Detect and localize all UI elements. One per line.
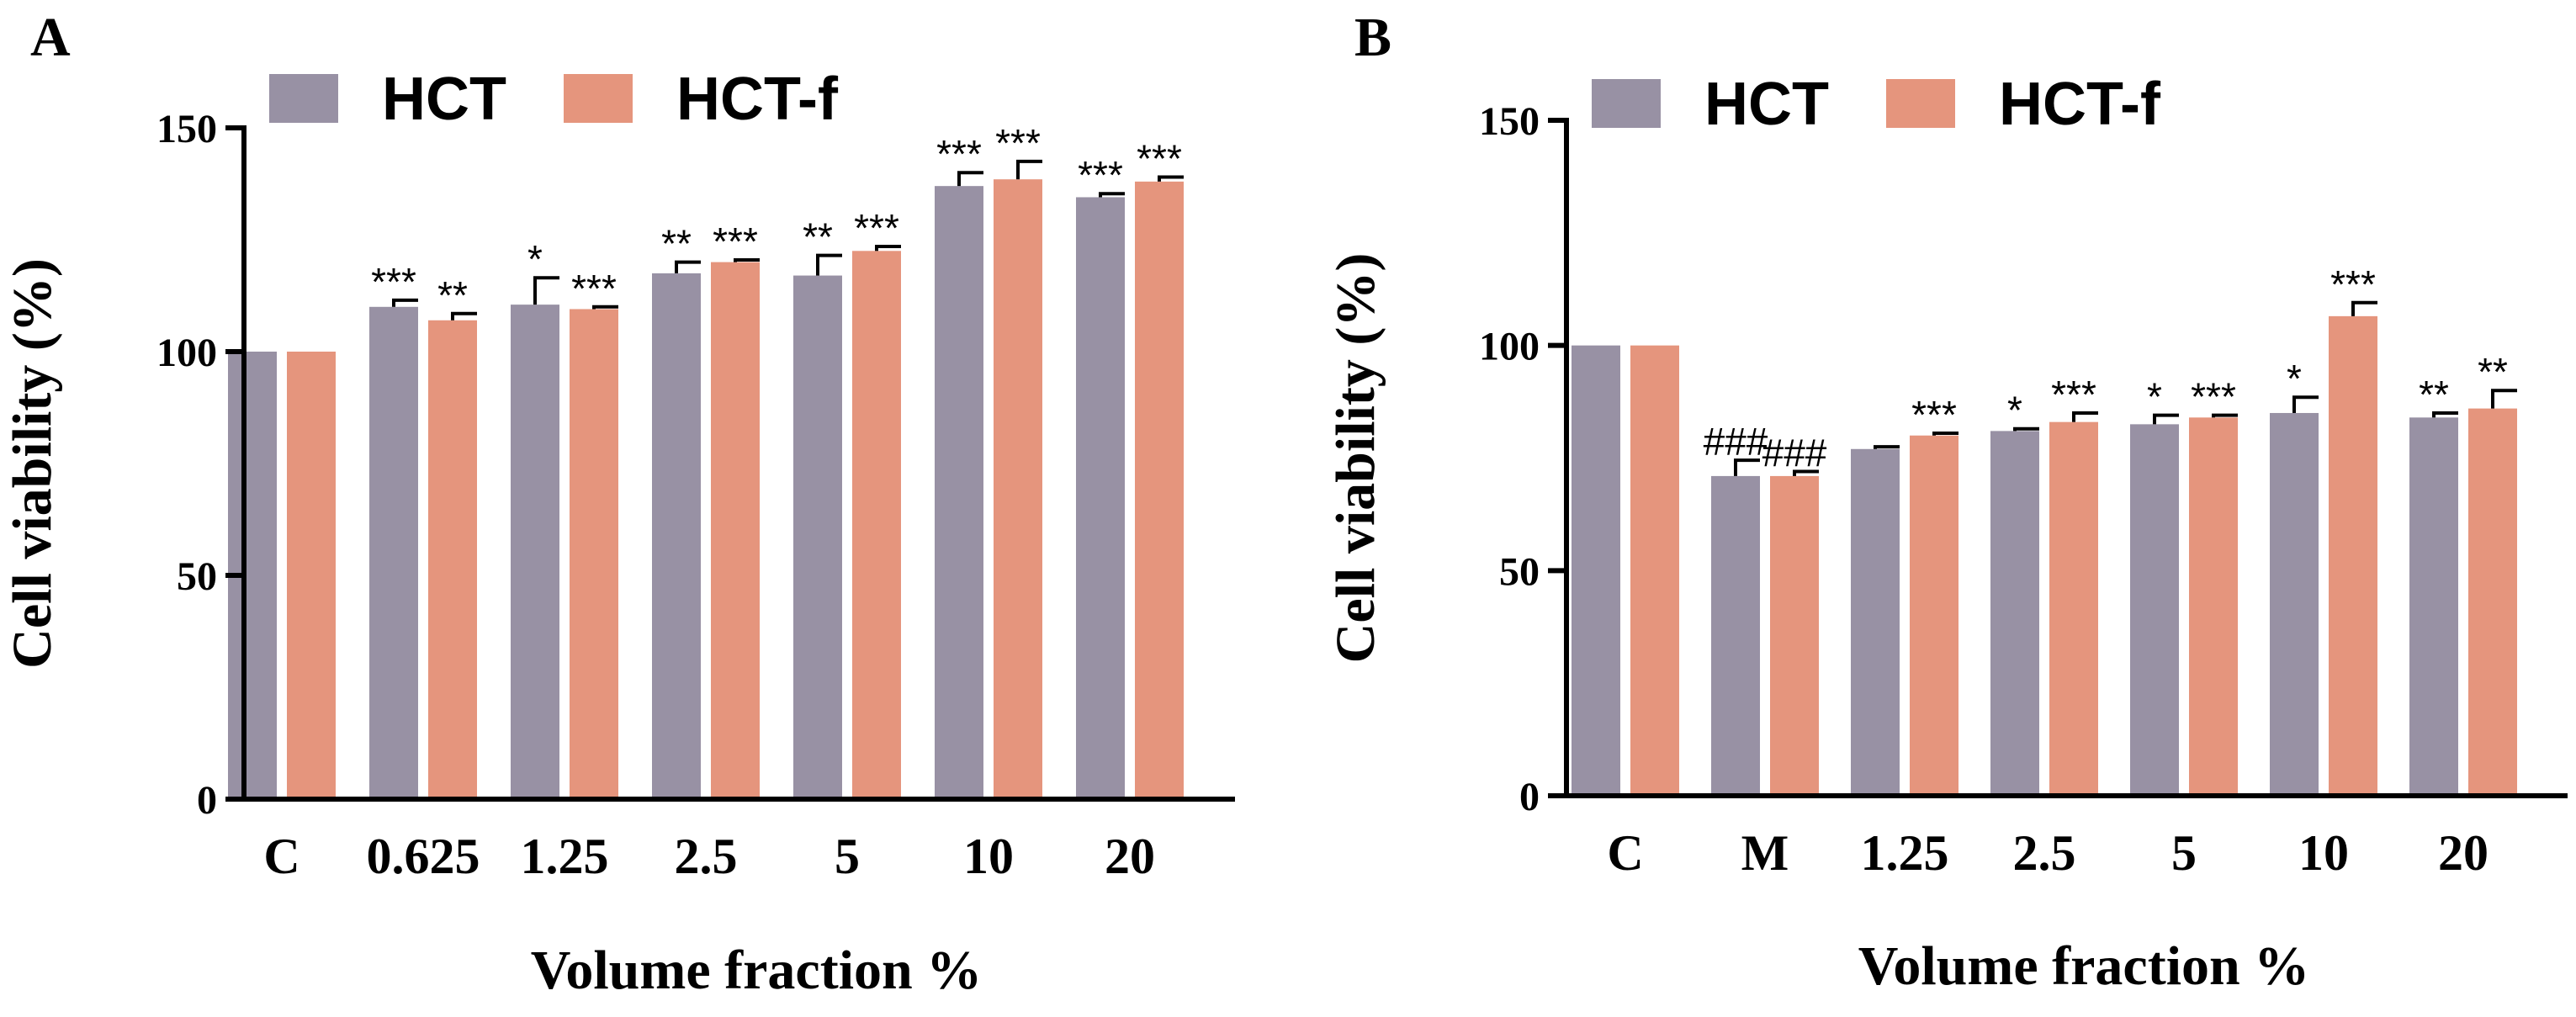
bar-hct-f [570, 309, 618, 800]
x-tick-label: M [1741, 825, 1789, 881]
x-tick-label: 5 [2171, 825, 2197, 881]
significance-label: ### [1762, 432, 1827, 475]
y-axis-title: Cell viability (%) [1325, 253, 1386, 664]
bar-hct-f [428, 320, 477, 799]
x-tick-label: 1.25 [1861, 825, 1949, 881]
bar-hct [1990, 431, 2039, 796]
x-tick-label: C [1607, 825, 1643, 881]
bar-hct-f [1770, 475, 1819, 796]
legend-label-hct-f: HCT-f [1999, 71, 2161, 138]
significance-label: *** [2330, 262, 2376, 306]
significance-label: ** [2478, 350, 2508, 394]
bar-hct-f [852, 251, 901, 799]
bar-hct-f [2468, 408, 2517, 796]
y-tick-label: 150 [156, 107, 217, 151]
significance-label: *** [1911, 393, 1957, 437]
bar-hct-f [1630, 345, 1679, 797]
panel-label: A [30, 7, 71, 68]
significance-label: ** [2419, 373, 2449, 416]
x-tick-label: 5 [835, 829, 860, 884]
bar-hct [793, 275, 842, 799]
x-tick-label: 20 [2438, 825, 2489, 881]
panel-label: B [1354, 7, 1391, 68]
y-tick-label: 0 [197, 778, 217, 823]
significance-label: *** [936, 132, 982, 176]
significance-label: *** [854, 206, 899, 250]
significance-label: *** [571, 267, 617, 310]
bar-hct [2130, 424, 2179, 796]
bar-hct-f [2189, 417, 2238, 796]
significance-label: ### [1704, 420, 1768, 463]
legend-label-hct: HCT [1704, 71, 1829, 138]
bar-hct [2409, 417, 2458, 796]
significance-label: *** [371, 260, 416, 304]
significance-label: *** [995, 121, 1041, 165]
x-tick-label: 1.25 [521, 829, 609, 884]
significance-label: * [2287, 357, 2302, 400]
y-tick-label: 100 [156, 331, 217, 375]
legend-label-hct-f: HCT-f [676, 66, 839, 133]
y-tick-label: 0 [1519, 775, 1540, 819]
significance-label: *** [2051, 373, 2096, 416]
bar-hct [652, 273, 701, 799]
significance-label: * [2147, 375, 2162, 419]
bar-hct [511, 305, 559, 799]
bar-hct [1572, 345, 1620, 797]
significance-label: * [2007, 389, 2022, 432]
x-tick-label: 10 [2298, 825, 2349, 881]
bar-hct [2270, 412, 2319, 796]
x-tick-label: 2.5 [675, 829, 738, 884]
significance-label: *** [2191, 375, 2236, 419]
significance-label: *** [1137, 137, 1182, 181]
significance-label: *** [1078, 153, 1123, 197]
x-tick-label: C [263, 829, 299, 884]
significance-label: ** [437, 273, 468, 317]
x-axis-title: Volume fraction % [531, 940, 983, 1001]
bar-hct-f [994, 179, 1042, 799]
bar-hct-f [1910, 435, 1959, 796]
legend-swatch-hct [269, 74, 338, 123]
y-tick-label: 150 [1479, 99, 1540, 144]
legend-label-hct: HCT [382, 66, 506, 133]
y-axis-title: Cell viability (%) [2, 258, 63, 669]
x-tick-label: 2.5 [2013, 825, 2076, 881]
x-tick-label: 20 [1105, 829, 1155, 884]
bar-hct [1076, 197, 1125, 799]
bar-hct [1851, 448, 1900, 796]
bar-hct-f [1135, 181, 1184, 800]
bar-hct-f [2329, 315, 2377, 796]
significance-label: ** [803, 215, 833, 259]
x-tick-label: 0.625 [367, 829, 480, 884]
y-tick-label: 50 [177, 554, 217, 599]
panel-b: B Cell viability (%) Volume fraction % C ###… [1325, 7, 2568, 997]
significance-label: * [527, 237, 543, 281]
legend-swatch-hct [1592, 79, 1661, 128]
y-tick-label: 100 [1479, 325, 1540, 369]
bar-hct-f [287, 352, 336, 799]
legend-swatch-hct-f [1886, 79, 1955, 128]
bar-hct [1711, 475, 1760, 796]
bar-hct-f [711, 262, 760, 800]
x-axis-title: Volume fraction % [1858, 935, 2310, 997]
significance-label: ** [661, 222, 692, 266]
bar-hct-f [2049, 421, 2098, 796]
legend-swatch-hct-f [564, 74, 633, 123]
bar-hct [935, 186, 983, 799]
x-tick-label: 10 [963, 829, 1014, 884]
significance-label: *** [713, 220, 758, 263]
y-tick-label: 50 [1499, 549, 1540, 594]
bar-hct [369, 306, 418, 799]
